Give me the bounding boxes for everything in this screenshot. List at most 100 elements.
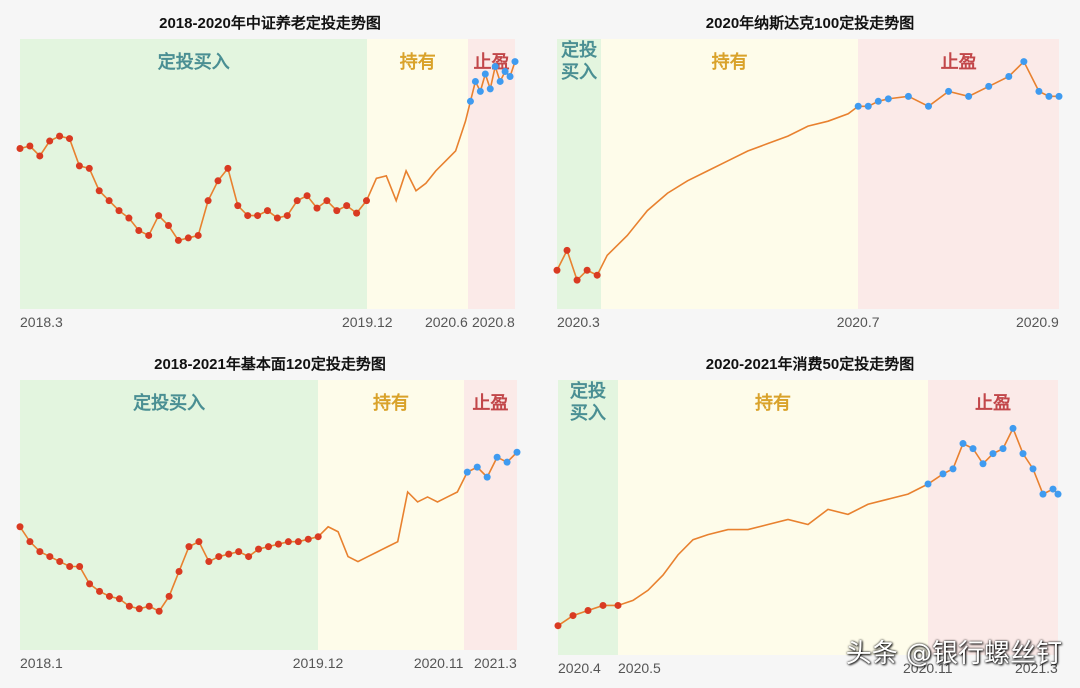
x-tick-label: 2020.8 <box>472 314 515 330</box>
plot-area: 定投 买入 持有 止盈 <box>553 39 1063 309</box>
sell-point-marker <box>904 92 912 100</box>
sell-point-marker <box>1009 424 1017 432</box>
chart-title: 2018-2021年基本面120定投走势图 <box>154 356 386 373</box>
sell-point-marker <box>493 453 501 461</box>
buy-point-marker <box>75 162 83 170</box>
phase-label-sell: 止盈 <box>975 393 1011 413</box>
sell-point-marker <box>491 63 499 71</box>
x-tick-label: 2020.3 <box>557 314 600 330</box>
sell-point-marker <box>874 97 882 105</box>
buy-point-marker <box>273 214 281 222</box>
sell-point-marker <box>979 460 987 468</box>
buy-point-marker <box>304 535 312 543</box>
buy-point-marker <box>235 548 243 556</box>
buy-point-marker <box>174 236 182 244</box>
sell-point-marker <box>949 465 957 473</box>
buy-point-marker <box>569 612 577 620</box>
sell-point-marker <box>481 70 489 78</box>
buy-point-marker <box>563 246 571 254</box>
price-line-chart <box>553 58 1063 284</box>
x-tick-label: 2020.11 <box>413 655 464 671</box>
chart-panel-consumer50: 2020-2021年消费50定投走势图 定投 买入 持有 止盈 2020.4 2020… <box>540 344 1080 688</box>
buy-point-marker <box>255 545 263 553</box>
buy-point-marker <box>205 558 213 566</box>
buy-point-marker <box>115 207 123 215</box>
sell-point-marker <box>463 468 471 476</box>
price-line <box>557 426 1059 627</box>
buy-point-marker <box>155 607 163 615</box>
buy-point-marker <box>16 523 24 531</box>
buy-point-marker <box>76 563 84 571</box>
sell-point-marker <box>511 58 519 66</box>
buy-point-marker <box>26 538 34 546</box>
phase-band-buy: 定投 买入 <box>557 39 602 309</box>
buy-point-marker <box>185 543 193 551</box>
sell-point-marker <box>854 102 862 110</box>
buy-point-marker <box>215 553 223 561</box>
sell-point-marker <box>1054 490 1062 498</box>
buy-point-marker <box>584 607 592 615</box>
sell-point-marker <box>1045 92 1053 100</box>
phase-band-hold: 持有 <box>367 39 468 309</box>
buy-point-marker <box>599 601 607 609</box>
sell-point-marker <box>503 458 511 466</box>
sell-point-marker <box>884 95 892 103</box>
phase-band-sell: 止盈 <box>928 380 1058 655</box>
sell-point-marker <box>985 82 993 90</box>
buy-point-marker <box>115 595 123 603</box>
sell-point-marker <box>864 102 872 110</box>
sell-point-marker <box>1035 87 1043 95</box>
sell-point-marker <box>476 87 484 95</box>
buy-point-marker <box>303 192 311 200</box>
x-tick-label: 2020.6 <box>424 314 468 330</box>
x-tick-label: 2020.11 <box>903 660 953 676</box>
sell-point-marker <box>1020 58 1028 66</box>
phase-label-buy: 定投买入 <box>133 393 206 413</box>
chart-panel-fundamental120: 2018-2021年基本面120定投走势图 定投买入 持有 止盈 2018.1 201… <box>0 344 540 688</box>
buy-point-marker <box>323 197 331 205</box>
plot-area: 定投买入 持有 止盈 <box>16 380 521 650</box>
buy-point-marker <box>214 177 222 185</box>
sell-point-marker <box>513 448 521 456</box>
x-tick-label: 2020.4 <box>558 660 601 676</box>
sell-point-marker <box>989 450 997 458</box>
buy-point-marker <box>553 266 561 274</box>
buy-point-marker <box>234 202 242 210</box>
buy-point-marker <box>145 231 153 239</box>
sell-point-marker <box>501 68 509 76</box>
buy-point-marker <box>225 550 233 558</box>
phase-band-sell: 止盈 <box>858 39 1059 309</box>
plot-area: 定投 买入 持有 止盈 <box>554 380 1062 655</box>
buy-point-marker <box>155 212 163 220</box>
buy-point-marker <box>56 132 64 140</box>
buy-point-marker <box>105 197 113 205</box>
buy-point-marker <box>175 567 183 575</box>
buy-point-marker <box>554 622 562 630</box>
x-tick-label: 2020.5 <box>618 660 661 676</box>
sell-point-marker <box>999 445 1007 453</box>
buy-point-marker <box>245 553 253 561</box>
buy-point-marker <box>135 226 143 234</box>
buy-point-marker <box>66 135 73 143</box>
buy-point-marker <box>165 592 173 600</box>
buy-point-marker <box>294 538 302 546</box>
x-tick-label: 2019.12 <box>341 314 393 330</box>
phase-label-sell: 止盈 <box>473 52 510 72</box>
buy-point-marker <box>195 538 203 546</box>
sell-point-marker <box>471 77 479 85</box>
phase-label-hold: 持有 <box>711 52 748 72</box>
buy-point-marker <box>593 271 601 279</box>
phase-band-buy: 定投买入 <box>20 39 368 309</box>
sell-point-marker <box>473 463 481 471</box>
buy-point-marker <box>265 543 272 551</box>
buy-point-marker <box>135 605 143 613</box>
buy-point-marker <box>274 540 282 548</box>
phase-band-buy: 定投买入 <box>20 380 319 650</box>
sell-point-marker <box>1055 92 1063 100</box>
buy-point-marker <box>353 209 361 217</box>
sell-point-marker <box>969 445 977 453</box>
x-tick-label: 2021.3 <box>474 655 517 671</box>
x-tick-label: 2020.7 <box>836 314 880 330</box>
sell-point-marker <box>483 473 491 481</box>
buy-point-marker <box>26 142 34 150</box>
